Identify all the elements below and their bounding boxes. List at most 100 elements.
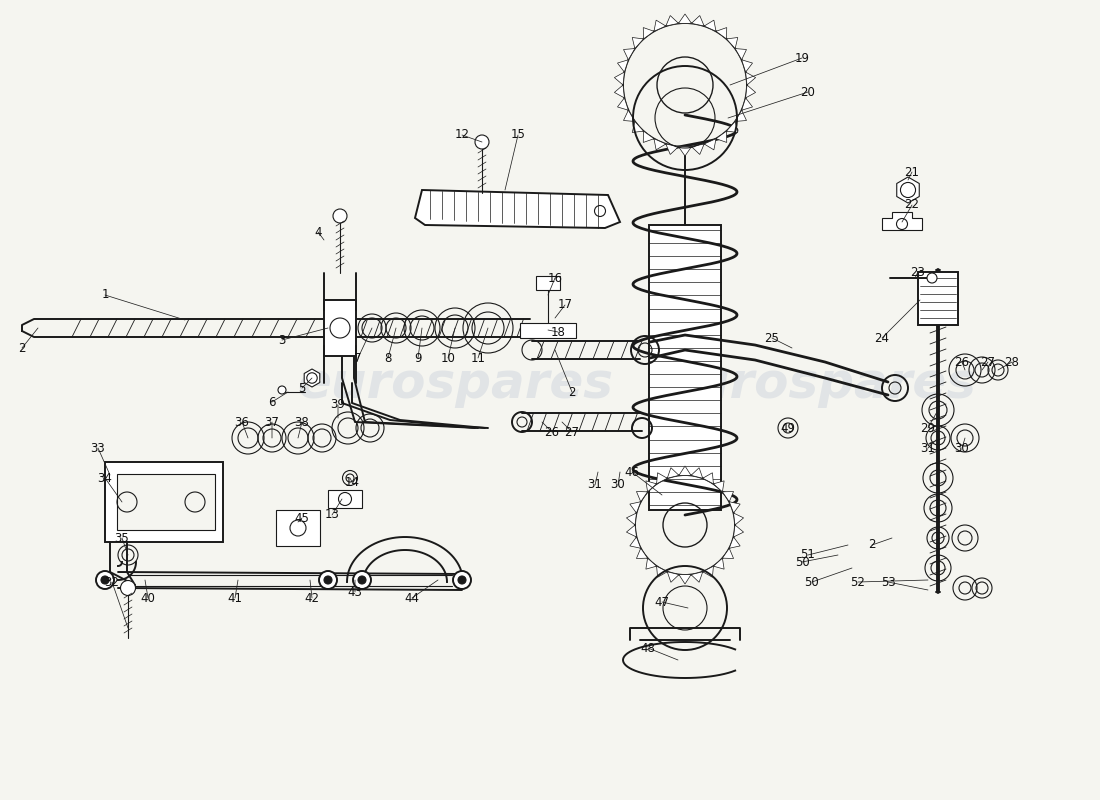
Polygon shape [626, 513, 637, 525]
Polygon shape [918, 272, 958, 325]
Circle shape [927, 273, 937, 283]
Text: 50: 50 [794, 555, 810, 569]
Polygon shape [679, 574, 691, 584]
Polygon shape [536, 276, 560, 290]
Polygon shape [741, 60, 752, 72]
Text: 42: 42 [305, 591, 319, 605]
Polygon shape [630, 537, 640, 548]
Polygon shape [637, 491, 648, 502]
Text: 38: 38 [295, 415, 309, 429]
Polygon shape [276, 510, 320, 546]
Text: 2: 2 [868, 538, 876, 551]
Text: 1: 1 [101, 289, 109, 302]
Text: 23: 23 [911, 266, 925, 278]
Polygon shape [704, 138, 716, 150]
Polygon shape [646, 558, 657, 569]
Text: 16: 16 [548, 271, 562, 285]
Text: 2: 2 [569, 386, 575, 398]
Polygon shape [896, 177, 920, 203]
Text: 31: 31 [587, 478, 603, 491]
Polygon shape [415, 190, 620, 228]
Polygon shape [679, 466, 691, 475]
Polygon shape [734, 513, 744, 525]
Text: 53: 53 [881, 575, 895, 589]
Polygon shape [104, 462, 223, 542]
Polygon shape [615, 85, 625, 98]
Polygon shape [691, 468, 703, 478]
Polygon shape [117, 474, 214, 530]
Polygon shape [735, 49, 747, 60]
FancyBboxPatch shape [649, 225, 720, 510]
Polygon shape [328, 490, 362, 508]
Text: 43: 43 [348, 586, 362, 598]
Text: 7: 7 [354, 351, 362, 365]
Text: 22: 22 [904, 198, 920, 211]
Polygon shape [654, 20, 666, 31]
Polygon shape [657, 566, 668, 578]
Polygon shape [735, 110, 747, 122]
Text: 30: 30 [610, 478, 626, 491]
Circle shape [353, 571, 371, 589]
Text: 4: 4 [315, 226, 321, 238]
Text: 27: 27 [564, 426, 580, 438]
Polygon shape [741, 98, 752, 110]
Text: 44: 44 [405, 591, 419, 605]
Circle shape [475, 135, 490, 149]
Text: 5: 5 [298, 382, 306, 394]
Polygon shape [679, 14, 692, 23]
Text: 39: 39 [331, 398, 345, 411]
Text: 37: 37 [265, 415, 279, 429]
Text: 41: 41 [228, 591, 242, 605]
Polygon shape [644, 131, 654, 142]
Text: 25: 25 [764, 331, 780, 345]
Text: 3: 3 [278, 334, 286, 346]
Polygon shape [723, 548, 734, 558]
Text: 11: 11 [471, 351, 485, 365]
Polygon shape [617, 60, 628, 72]
Text: 36: 36 [234, 415, 250, 429]
Polygon shape [746, 85, 756, 98]
Text: 29: 29 [921, 422, 935, 434]
Text: 2: 2 [19, 342, 25, 354]
Polygon shape [624, 49, 635, 60]
Polygon shape [520, 323, 576, 338]
Polygon shape [714, 481, 724, 492]
Polygon shape [305, 369, 320, 387]
Polygon shape [746, 72, 756, 85]
Text: 26: 26 [544, 426, 560, 438]
Circle shape [333, 209, 346, 223]
Polygon shape [692, 15, 704, 26]
Text: 48: 48 [640, 642, 656, 654]
Text: eurospares: eurospares [660, 360, 976, 408]
Text: 50: 50 [804, 575, 820, 589]
Text: 24: 24 [874, 331, 890, 345]
Polygon shape [668, 468, 679, 478]
Text: 21: 21 [904, 166, 920, 178]
Polygon shape [626, 525, 637, 537]
Polygon shape [692, 144, 704, 154]
Polygon shape [714, 558, 724, 569]
Polygon shape [646, 481, 657, 492]
Circle shape [121, 581, 135, 595]
Polygon shape [644, 27, 654, 39]
Polygon shape [666, 15, 679, 26]
Text: 8: 8 [384, 351, 392, 365]
Polygon shape [632, 38, 644, 49]
Circle shape [324, 576, 332, 584]
Text: 28: 28 [1004, 355, 1020, 369]
Polygon shape [632, 122, 644, 133]
Polygon shape [704, 20, 716, 31]
Text: 34: 34 [98, 471, 112, 485]
Circle shape [453, 571, 471, 589]
Circle shape [358, 576, 366, 584]
Text: 14: 14 [344, 475, 360, 489]
Polygon shape [668, 572, 679, 582]
Polygon shape [716, 27, 727, 39]
Text: 32: 32 [104, 575, 120, 589]
Text: 51: 51 [801, 549, 815, 562]
Polygon shape [726, 38, 738, 49]
Text: 47: 47 [654, 595, 670, 609]
Text: 19: 19 [794, 51, 810, 65]
Polygon shape [637, 548, 648, 558]
Polygon shape [716, 131, 727, 142]
